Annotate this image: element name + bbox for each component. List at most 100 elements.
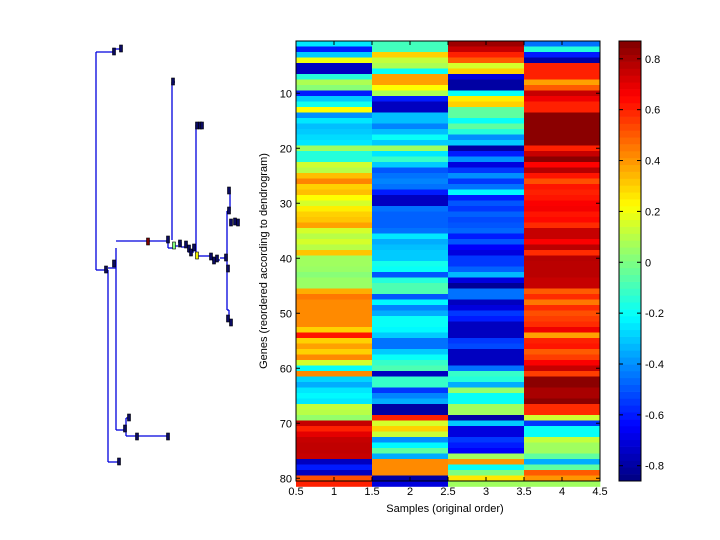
heatmap-cell [524, 442, 601, 449]
heatmap-cell [448, 437, 525, 443]
heatmap-cell [524, 415, 601, 421]
heatmap-cell [372, 305, 449, 311]
heatmap-cell [296, 90, 373, 97]
heatmap-cell [296, 156, 373, 163]
dendrogram-node [187, 244, 191, 253]
heatmap-cell [372, 288, 449, 295]
heatmap-cell [372, 310, 449, 317]
heatmap-cell [448, 156, 525, 163]
heatmap-cell [372, 239, 449, 245]
colorbar-segment [619, 432, 641, 441]
y-tick-label: 10 [280, 88, 292, 100]
heatmap-cell [524, 46, 601, 53]
heatmap-cell [296, 426, 373, 432]
heatmap-cell [524, 349, 601, 355]
dendrogram-node [189, 248, 193, 257]
heatmap-cell [372, 409, 449, 416]
heatmap-cell [296, 371, 373, 377]
heatmap-cell [448, 299, 525, 306]
colorbar-segment [619, 41, 641, 49]
heatmap-cell [448, 129, 525, 135]
colorbar-tick-label: -0.6 [645, 410, 664, 422]
colorbar-segment [619, 123, 641, 131]
heatmap-cell [372, 283, 449, 289]
dendrogram-node [229, 218, 233, 227]
dendrogram-node [119, 44, 123, 53]
heatmap-cell [524, 74, 601, 80]
heatmap-cell [524, 52, 601, 58]
heatmap-cell [296, 266, 373, 273]
colorbar-segment [619, 226, 641, 234]
heatmap-cell [372, 349, 449, 355]
heatmap-cell [524, 63, 601, 69]
heatmap-cell [448, 255, 525, 262]
colorbar-segment [619, 460, 641, 468]
dendrogram-node [236, 218, 240, 227]
x-tick-label: 1.5 [364, 486, 379, 498]
heatmap-cell [296, 332, 373, 339]
heatmap-cell [372, 415, 449, 421]
heatmap-cell [448, 206, 525, 212]
heatmap-cell [524, 261, 601, 267]
heatmap-cell [372, 173, 449, 179]
heatmap-cell [296, 321, 373, 328]
dendrogram-node [104, 265, 108, 274]
heatmap-cell [372, 470, 449, 476]
heatmap-cell [372, 140, 449, 146]
dendrogram-node [172, 241, 176, 250]
heatmap-cell [296, 376, 373, 383]
colorbar-segment [619, 68, 641, 76]
heatmap-cell [448, 288, 525, 295]
heatmap-cell [296, 288, 373, 295]
y-tick-label: 60 [280, 363, 292, 375]
heatmap-cell [296, 360, 373, 366]
heatmap-cell [296, 123, 373, 130]
heatmap-cell [372, 321, 449, 328]
colorbar-segment [619, 233, 641, 241]
heatmap-cell [524, 112, 601, 119]
heatmap-cell [524, 437, 601, 443]
heatmap-cell [296, 217, 373, 223]
colorbar-segment [619, 377, 641, 386]
colorbar-segment [619, 302, 641, 310]
heatmap-cell [372, 162, 449, 168]
heatmap-cell [448, 266, 525, 273]
heatmap-cell [524, 145, 601, 152]
heatmap-cell [524, 200, 601, 207]
heatmap-cell [372, 272, 449, 278]
heatmap-cell [524, 371, 601, 377]
colorbar-segment [619, 267, 641, 276]
heatmap-cell [296, 481, 373, 487]
heatmap-cell [372, 74, 449, 80]
colorbar-segment [619, 54, 641, 62]
heatmap-cell [296, 244, 373, 251]
colorbar-segment [619, 426, 641, 434]
heatmap-cell [372, 156, 449, 163]
colorbar-segment [619, 199, 641, 207]
colorbar-segment [619, 261, 641, 269]
colorbar-segment [619, 343, 641, 351]
heatmap-cell [448, 404, 525, 410]
heatmap-cell [372, 57, 449, 64]
heatmap-cell [448, 409, 525, 416]
heatmap-cell [372, 107, 449, 113]
heatmap-cell [296, 129, 373, 135]
heatmap-cell [448, 101, 525, 108]
dendrogram-node [195, 251, 199, 260]
heatmap-cell [296, 46, 373, 53]
heatmap-cell [296, 464, 373, 471]
heatmap-cell [296, 343, 373, 350]
heatmap-cell [524, 129, 601, 135]
dendrogram-node [112, 259, 116, 268]
heatmap-cell [524, 294, 601, 300]
heatmap-cell [448, 261, 525, 267]
heatmap-cell [372, 442, 449, 449]
heatmap-cell [296, 272, 373, 278]
heatmap-cell [296, 327, 373, 333]
heatmap-cell [372, 255, 449, 262]
heatmap-cell [524, 57, 601, 64]
heatmap-cell [448, 426, 525, 432]
dendrogram-node [127, 413, 131, 422]
colorbar-tick-label: -0.2 [645, 308, 664, 320]
heatmap-cell [296, 310, 373, 317]
